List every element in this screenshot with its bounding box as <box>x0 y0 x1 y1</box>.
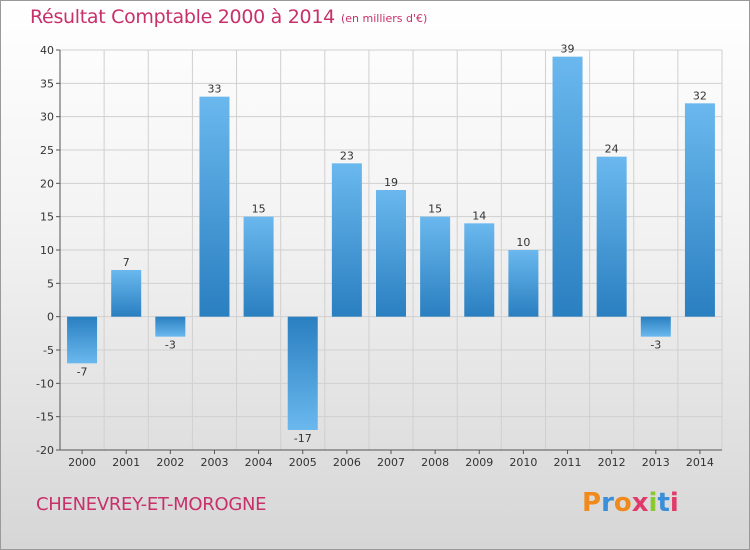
x-tick-label: 2001 <box>112 456 140 469</box>
bar-2002 <box>155 316 186 337</box>
y-tick-label: 0 <box>47 311 54 324</box>
chart-subtitle: (en milliers d'€) <box>341 12 428 25</box>
logo-letter: P <box>582 488 602 518</box>
bar-2004 <box>243 216 274 317</box>
value-label: 39 <box>561 43 575 56</box>
x-tick-label: 2005 <box>289 456 317 469</box>
value-label: 32 <box>693 89 707 102</box>
bar-2006 <box>331 163 362 317</box>
value-label: 24 <box>605 143 619 156</box>
y-tick-label: -10 <box>36 377 54 390</box>
bar-2001 <box>111 270 142 317</box>
x-tick-label: 2006 <box>333 456 361 469</box>
x-tick-label: 2008 <box>421 456 449 469</box>
bar-2013 <box>640 316 671 337</box>
chart-title: Résultat Comptable 2000 à 2014 <box>30 6 335 28</box>
bar-2014 <box>684 103 715 317</box>
x-tick-label: 2010 <box>509 456 537 469</box>
logo-letter: i <box>648 488 658 518</box>
value-label: -3 <box>165 339 176 352</box>
logo-letter: r <box>601 488 614 518</box>
y-tick-label: 15 <box>40 211 54 224</box>
bar-2000 <box>67 316 98 364</box>
y-tick-label: 5 <box>47 277 54 290</box>
labels: -20 -15 -10 -5 0 5 10 15 20 25 30 35 40 -7 2000 7 2001 -3… <box>36 43 714 469</box>
logo-letter: x <box>631 488 649 518</box>
axes <box>56 49 722 454</box>
y-tick-label: -20 <box>36 444 54 457</box>
value-label: 10 <box>516 236 530 249</box>
x-tick-label: 2013 <box>642 456 670 469</box>
y-tick-label: -5 <box>43 344 54 357</box>
y-tick-label: 20 <box>40 177 54 190</box>
value-label: 7 <box>123 256 130 269</box>
logo-letter: o <box>613 488 632 518</box>
value-label: -3 <box>650 339 661 352</box>
y-tick-label: 40 <box>40 44 54 57</box>
y-tick-label: 10 <box>40 244 54 257</box>
bar-2008 <box>420 216 451 317</box>
x-tick-label: 2003 <box>200 456 228 469</box>
bar-2007 <box>376 190 406 317</box>
logo-letter: i <box>669 488 679 518</box>
x-tick-label: 2002 <box>156 456 184 469</box>
value-label: 23 <box>340 149 354 162</box>
y-tick-label: -15 <box>36 411 54 424</box>
x-tick-label: 2000 <box>68 456 96 469</box>
value-label: 15 <box>252 203 266 216</box>
x-tick-label: 2004 <box>245 456 273 469</box>
value-label: -17 <box>294 432 312 445</box>
x-tick-label: 2014 <box>686 456 714 469</box>
commune-name: CHENEVREY-ET-MOROGNE <box>36 494 267 515</box>
logo-letter: t <box>657 488 670 518</box>
y-tick-label: 35 <box>40 77 54 90</box>
bar-2010 <box>508 250 539 317</box>
value-label: -7 <box>77 365 88 378</box>
bar-2003 <box>199 96 230 317</box>
y-tick-label: 25 <box>40 144 54 157</box>
bar-2009 <box>464 223 495 317</box>
value-label: 19 <box>384 176 398 189</box>
value-label: 14 <box>472 209 486 222</box>
value-label: 33 <box>207 83 221 96</box>
proxiti-logo[interactable]: Proxiti <box>582 488 679 518</box>
y-tick-label: 30 <box>40 111 54 124</box>
value-label: 15 <box>428 203 442 216</box>
bar-2012 <box>596 156 627 317</box>
x-tick-label: 2007 <box>377 456 405 469</box>
x-tick-label: 2009 <box>465 456 493 469</box>
bars <box>67 56 715 430</box>
x-tick-label: 2012 <box>598 456 626 469</box>
x-tick-label: 2011 <box>554 456 582 469</box>
bar-2005 <box>287 316 318 430</box>
bar-2011 <box>552 56 583 317</box>
